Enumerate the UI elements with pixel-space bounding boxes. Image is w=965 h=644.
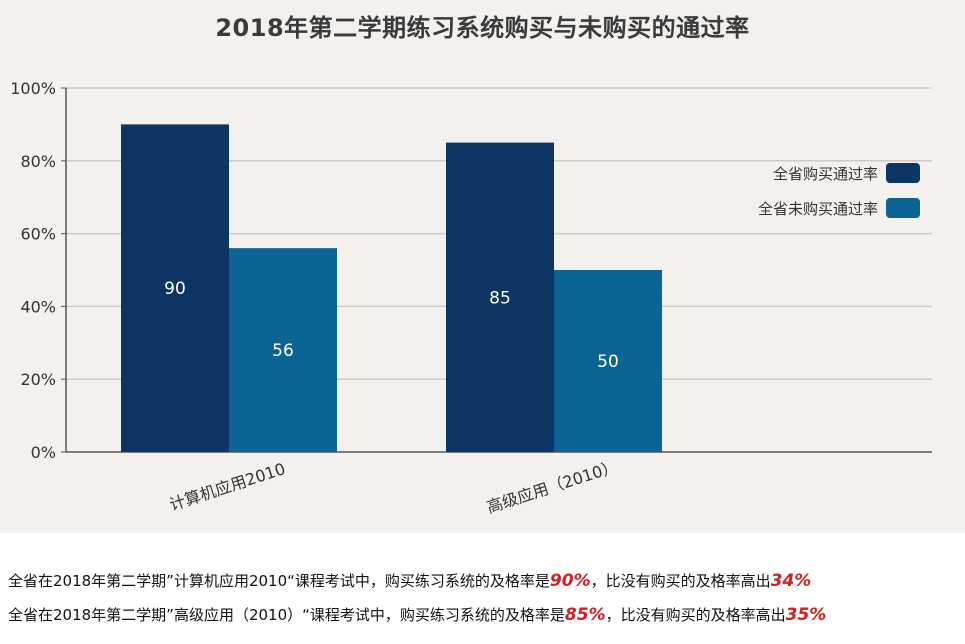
chart-panel: 2018年第二学期练习系统购买与未购买的通过率 0% 20% 40% 60% 80% 10…: [0, 0, 965, 533]
note-line-2: 全省在2018年第二学期”高级应用（2010）“课程考试中，购买练习系统的及格率…: [8, 604, 826, 625]
bar-value-label: 50: [597, 352, 619, 372]
bar: [446, 142, 554, 452]
y-tick-label: 20%: [20, 370, 56, 389]
note-1-middle: ，比没有购买的及格率高出: [590, 572, 771, 590]
bar: [229, 248, 337, 452]
chart-title: 2018年第二学期练习系统购买与未购买的通过率: [215, 14, 750, 42]
x-category-label: 高级应用（2010）: [484, 457, 620, 517]
note-1-pass-rate: 90%: [549, 571, 591, 591]
bar-chart: 0% 20% 40% 60% 80% 100% 90 56 计算机应用2010 85 50 高级应用（…: [10, 79, 932, 517]
legend-swatch-purchased: [886, 163, 920, 183]
note-2-difference: 35%: [785, 605, 827, 625]
note-2-prefix: 全省在2018年第二学期”高级应用（2010）“课程考试中，购买练习系统的及格率…: [8, 606, 565, 624]
legend-swatch-not-purchased: [886, 198, 920, 218]
bar-value-label: 85: [489, 288, 511, 308]
y-tick-label: 0%: [31, 443, 56, 462]
y-tick-label: 100%: [10, 79, 56, 98]
legend-item-purchased: 全省购买通过率: [773, 162, 920, 184]
legend-label-not-purchased: 全省未购买通过率: [757, 199, 878, 218]
note-line-1: 全省在2018年第二学期”计算机应用2010“课程考试中，购买练习系统的及格率是…: [8, 570, 811, 591]
bar: [554, 270, 662, 452]
bar: [121, 124, 229, 453]
note-1-difference: 34%: [770, 571, 812, 591]
y-tick-label: 80%: [20, 152, 56, 171]
x-category-label: 计算机应用2010: [167, 459, 288, 514]
note-2-pass-rate: 85%: [564, 605, 606, 625]
legend-item-not-purchased: 全省未购买通过率: [758, 197, 920, 219]
bar-value-label: 90: [164, 279, 186, 299]
note-1-prefix: 全省在2018年第二学期”计算机应用2010“课程考试中，购买练习系统的及格率是: [8, 572, 550, 590]
legend-label-purchased: 全省购买通过率: [772, 164, 878, 183]
y-tick-label: 60%: [20, 225, 56, 244]
bar-value-label: 56: [272, 341, 294, 361]
note-2-middle: ，比没有购买的及格率高出: [605, 606, 786, 624]
y-tick-label: 40%: [20, 297, 56, 316]
